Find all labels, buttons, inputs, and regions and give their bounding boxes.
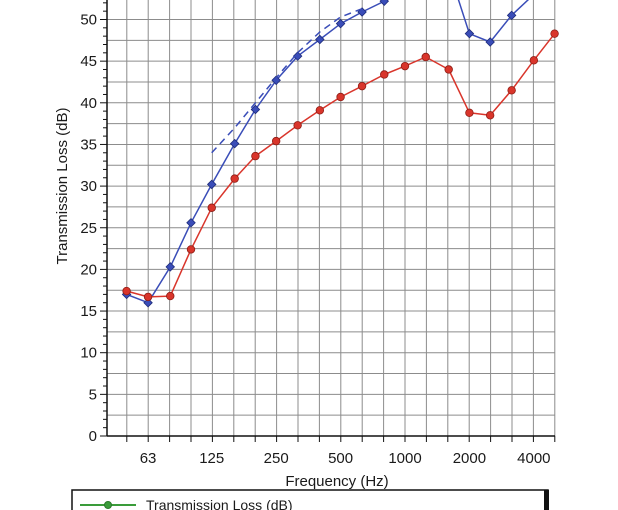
y-tick-label: 50 [80,12,97,29]
data-point [230,174,239,183]
data-point [206,179,217,190]
data-point [379,0,390,6]
x-axis-title: Frequency (Hz) [285,473,388,490]
data-point [421,52,430,62]
data-point [186,217,196,228]
data-point [507,86,516,95]
y-tick-label: 25 [80,220,97,237]
x-tick-label: 63 [140,450,157,467]
data-point [465,108,474,117]
data-point [444,65,453,74]
data-point [550,29,559,38]
data-point [464,28,475,39]
y-tick-label: 20 [80,261,97,278]
y-tick-label: 40 [80,95,97,112]
data-point [143,297,153,308]
data-point [315,106,325,115]
legend-marker-icon [104,501,112,509]
y-tick-label: 10 [80,345,97,362]
y-tick-label: 45 [80,53,97,70]
y-tick-label: 30 [80,178,97,195]
data-point [380,70,389,79]
data-point [143,292,153,302]
series-line-1 [211,8,363,154]
x-tick-label: 2000 [453,450,486,467]
data-point [186,245,196,254]
x-tick-label: 500 [328,450,353,467]
grid [107,0,556,436]
y-tick-label: 35 [80,136,97,153]
data-point [357,81,367,91]
data-point [506,10,517,21]
y-tick-label: 15 [80,303,97,320]
legend-box [71,489,549,510]
data-point [207,203,216,212]
data-point [336,92,345,102]
data-point [315,34,325,45]
data-point [292,51,303,61]
data-point [529,56,539,65]
data-point [165,262,176,272]
data-point [400,61,410,71]
legend: Transmission Loss (dB) [71,489,549,510]
plot-area [121,0,559,308]
axes: 0 5 10 15 20 25 30 35 40 45 50 63 125 250 500 1000 2000 4… [80,0,556,467]
data-point [335,18,346,29]
data-point [271,136,281,146]
data-point [293,121,302,130]
x-tick-label: 125 [199,450,224,467]
data-point [250,104,261,115]
x-tick-label: 4000 [517,450,550,467]
data-point [251,151,260,161]
data-point [122,286,131,296]
legend-label: Transmission Loss (dB) [146,497,293,510]
data-point [166,291,175,301]
data-point [485,37,495,47]
data-point [229,138,240,149]
y-tick-label: 5 [89,386,97,403]
data-point [485,111,495,120]
x-tick-label: 1000 [388,450,421,467]
x-tick-label: 250 [264,450,289,467]
y-tick-label: 0 [89,428,97,445]
y-axis-title: Transmission Loss (dB) [54,108,71,265]
data-point [271,75,281,86]
legend-box-edge [544,490,549,510]
